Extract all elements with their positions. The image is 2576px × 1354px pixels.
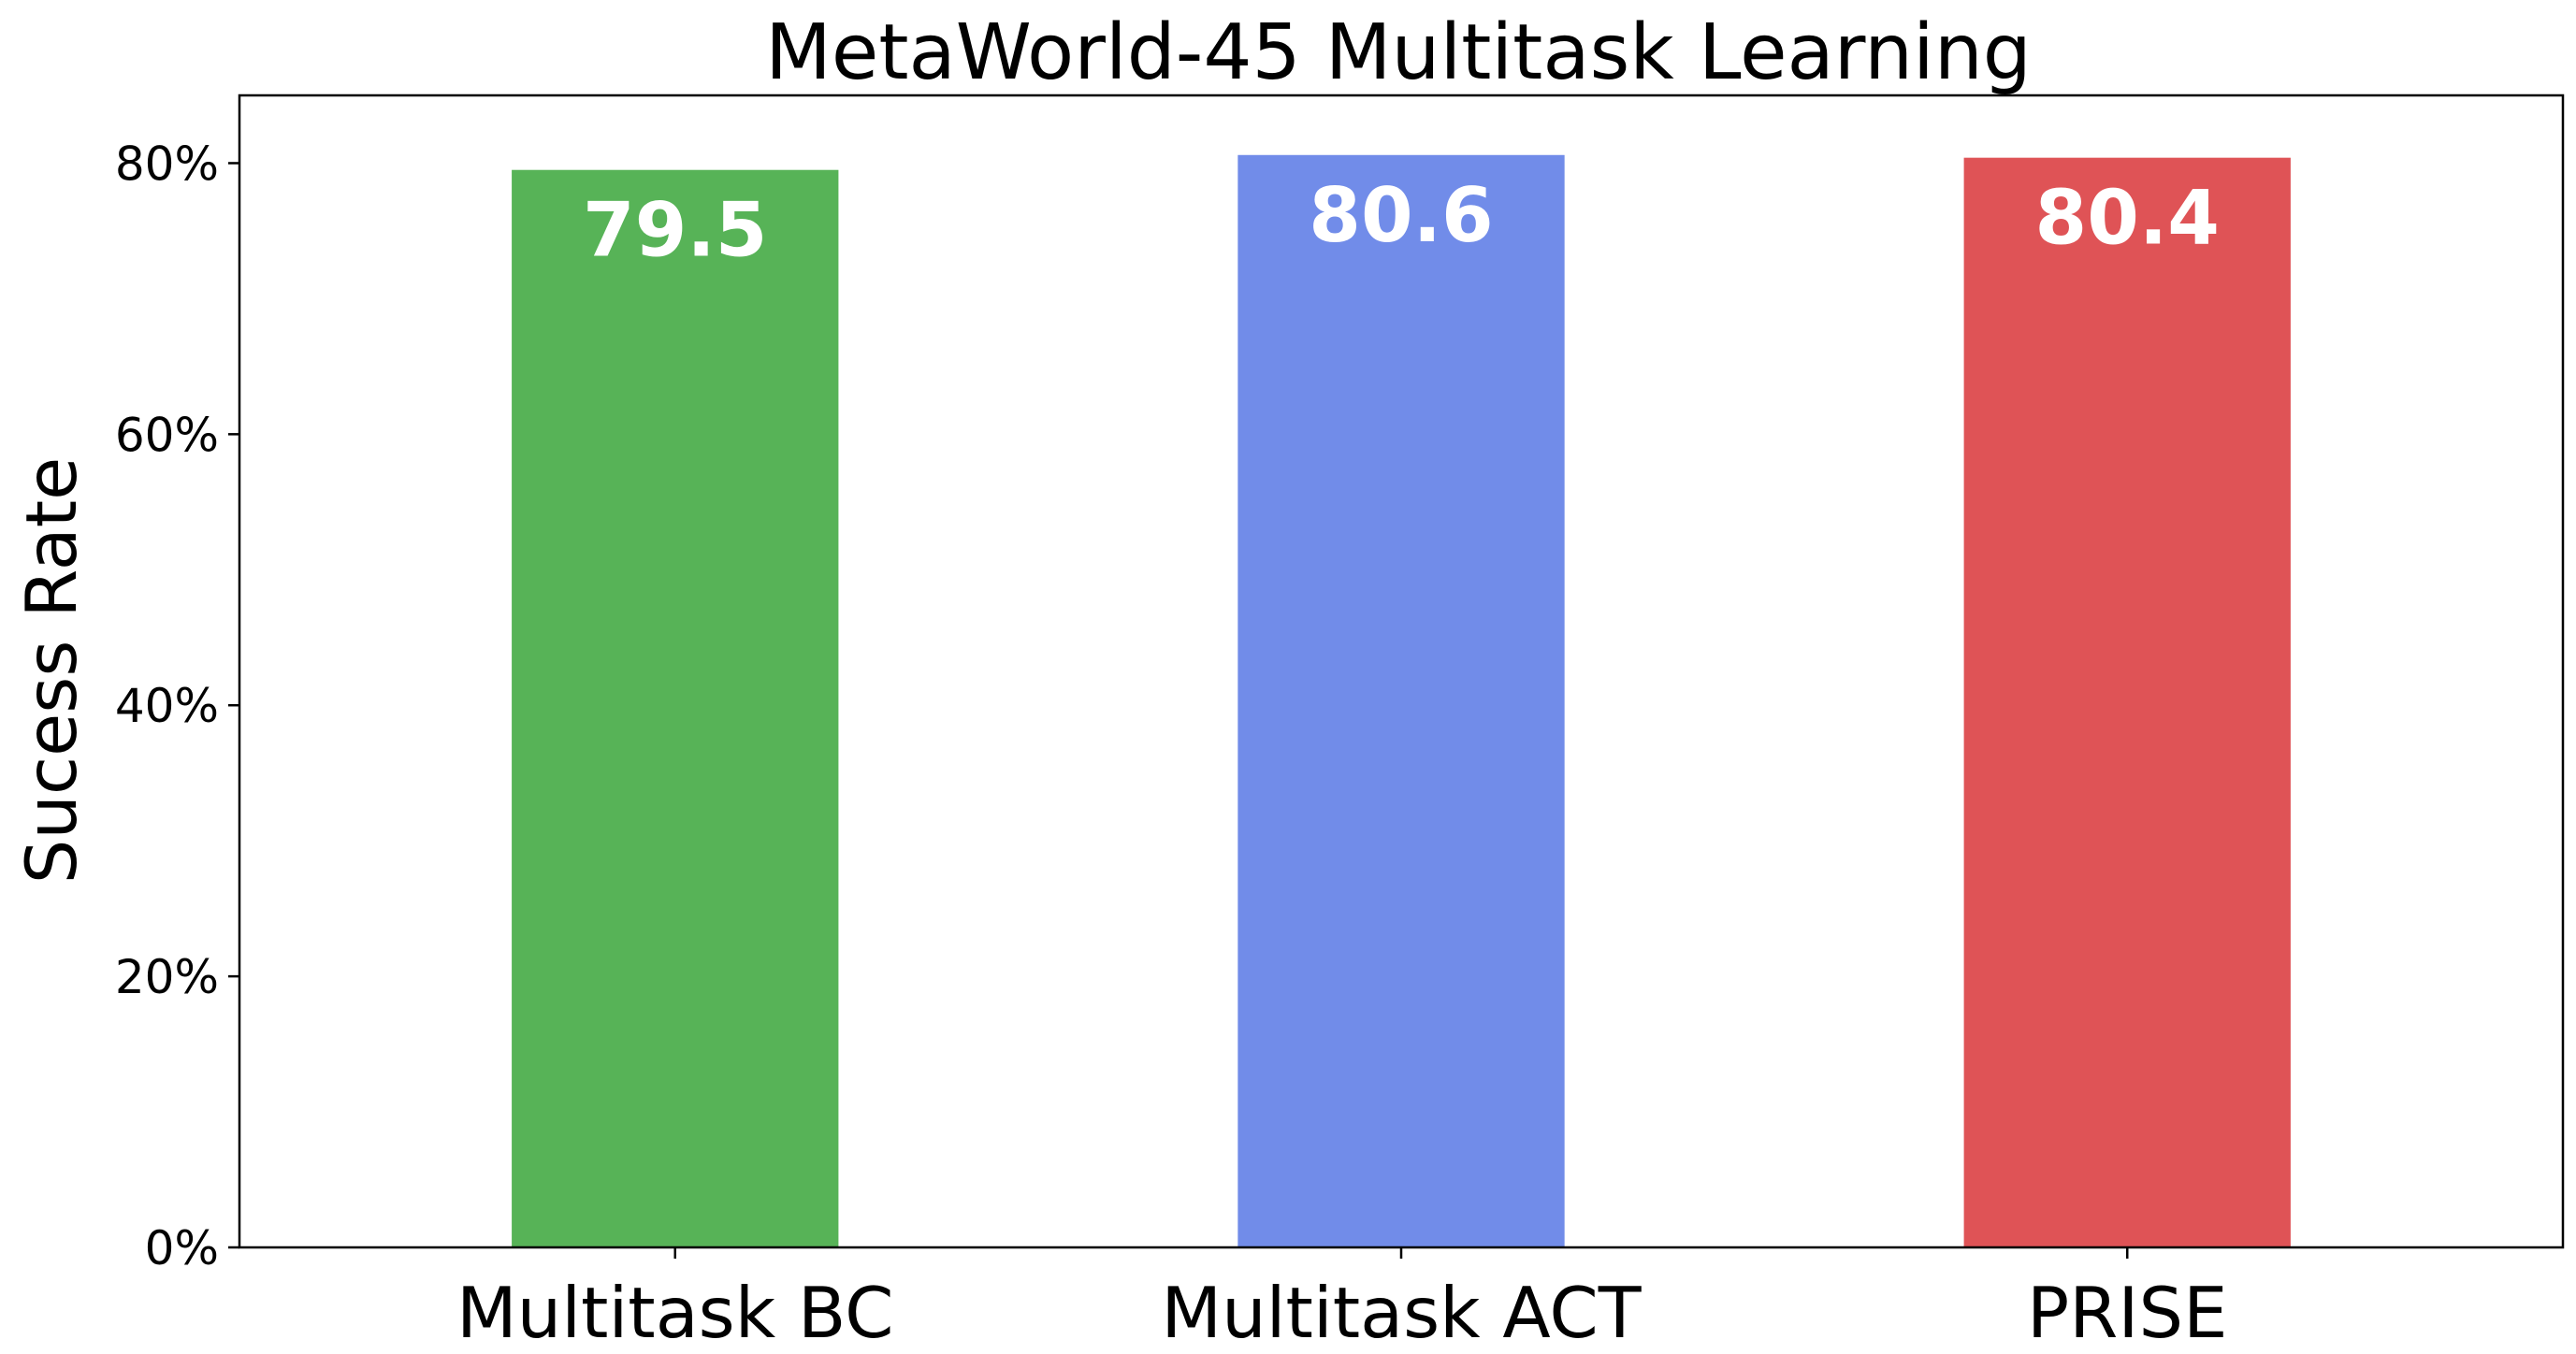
bar-0 bbox=[512, 169, 839, 1247]
value-label-1: 80.6 bbox=[1309, 172, 1493, 259]
x-tick-label-1: Multitask ACT bbox=[1161, 1272, 1642, 1354]
bar-1 bbox=[1237, 154, 1565, 1247]
bar-2 bbox=[1963, 157, 2291, 1247]
x-axis: Multitask BC Multitask ACT PRISE bbox=[456, 1247, 2227, 1354]
y-tick-label-2: 40% bbox=[115, 679, 219, 733]
bars-layer bbox=[512, 154, 2291, 1247]
value-label-0: 79.5 bbox=[583, 187, 767, 274]
y-axis-label: Sucess Rate bbox=[10, 457, 93, 884]
x-tick-label-2: PRISE bbox=[2027, 1272, 2227, 1354]
x-tick-label-0: Multitask BC bbox=[456, 1272, 894, 1354]
plot-frame bbox=[238, 94, 2565, 1249]
y-tick-label-1: 20% bbox=[115, 950, 219, 1004]
value-labels-layer: 79.5 80.6 80.4 bbox=[583, 172, 2220, 274]
y-tick-label-0: 0% bbox=[145, 1221, 219, 1275]
y-tick-label-4: 80% bbox=[115, 137, 219, 191]
y-tick-label-3: 60% bbox=[115, 408, 219, 462]
value-label-2: 80.4 bbox=[2035, 175, 2220, 262]
y-axis: 0% 20% 40% 60% 80% bbox=[115, 137, 239, 1275]
chart-title: MetaWorld-45 Multitask Learning bbox=[765, 8, 2032, 97]
